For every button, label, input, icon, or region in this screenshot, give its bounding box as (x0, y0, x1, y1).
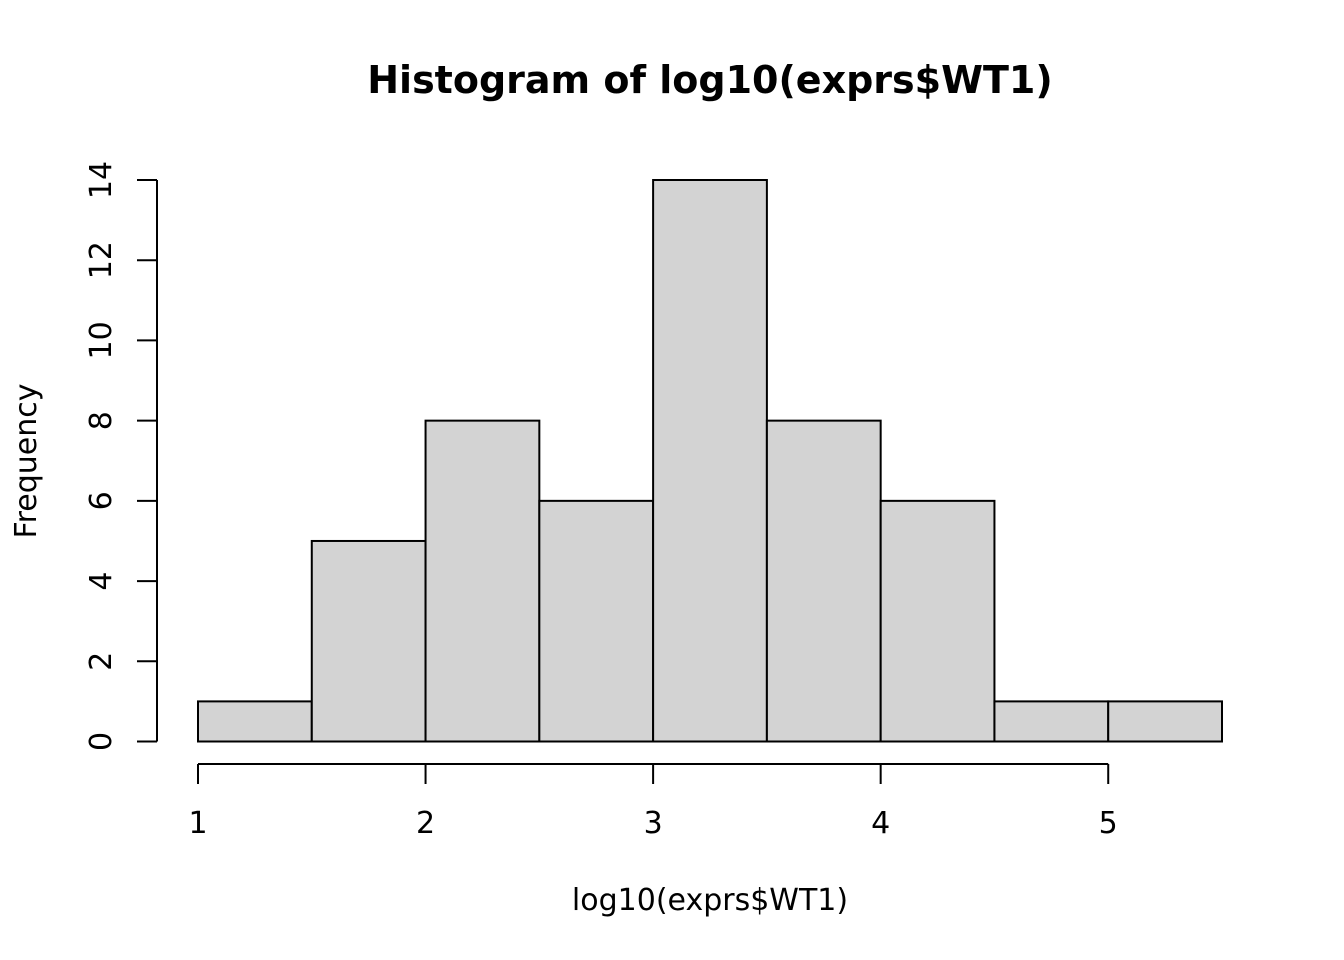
histogram-bar-5 (652, 179, 768, 743)
histogram-bar-7 (879, 499, 996, 743)
y-tick-label: 0 (84, 732, 119, 751)
chart-title: Histogram of log10(exprs$WT1) (367, 58, 1053, 102)
x-axis: 1 2 3 4 5 (188, 763, 1118, 841)
y-axis-label: Frequency (9, 384, 44, 539)
histogram-bar-1 (197, 700, 313, 743)
x-tick-label: 4 (871, 806, 890, 841)
x-tick-label: 2 (416, 806, 435, 841)
y-tick-label: 2 (84, 652, 119, 671)
x-tick-label: 5 (1099, 806, 1118, 841)
histogram-bar-9 (1107, 700, 1223, 743)
y-tick-label: 4 (84, 572, 119, 591)
histogram-bar-3 (424, 419, 541, 743)
x-axis-label: log10(exprs$WT1) (572, 883, 848, 918)
histogram-bar-8 (993, 700, 1110, 743)
histogram-bar-4 (538, 499, 655, 743)
x-tick-label: 3 (644, 806, 663, 841)
histogram-bar-2 (310, 539, 427, 743)
y-tick-label: 12 (84, 241, 119, 279)
y-axis: 0 2 4 6 8 10 12 14 (84, 161, 158, 751)
y-tick-label: 8 (84, 411, 119, 430)
bars-group (197, 179, 1223, 743)
y-tick-label: 10 (84, 321, 119, 359)
y-tick-label: 14 (84, 161, 119, 199)
y-tick-label: 6 (84, 491, 119, 510)
x-tick-label: 1 (188, 806, 207, 841)
histogram-bar-6 (765, 419, 882, 743)
